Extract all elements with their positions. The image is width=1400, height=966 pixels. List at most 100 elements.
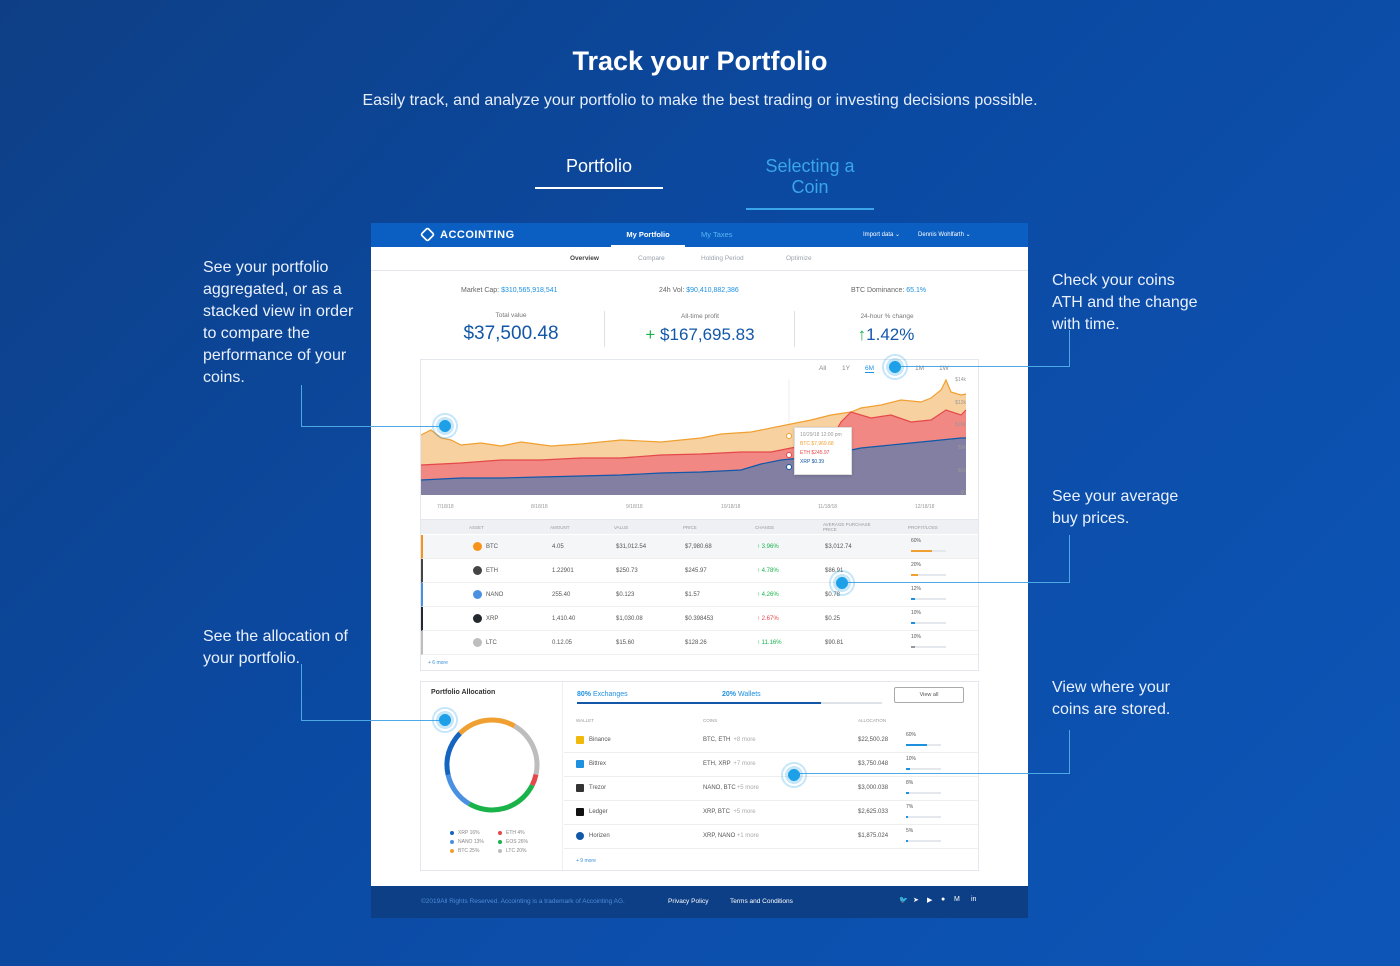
arrow-up-icon: ↑ (857, 325, 867, 344)
tab-selecting-a-coin[interactable]: Selecting a Coin (746, 156, 874, 210)
wallet-pct: 5% (906, 828, 914, 834)
reddit-icon[interactable]: ● (941, 896, 946, 903)
col-profit-loss: PROFIT/LOSS (908, 525, 938, 530)
divider (794, 311, 795, 347)
x-tick: 10/18/18 (721, 504, 741, 510)
hotspot-dot[interactable] (429, 410, 461, 442)
table-row[interactable]: XRP 1,410.40 $1,030.08 $0.398453 ↑ 2.67%… (421, 607, 978, 631)
subnav-compare[interactable]: Compare (638, 255, 665, 262)
allocation-card: Portfolio Allocation XRP 16% ETH 4% NANO 1… (420, 681, 979, 871)
brand-name: ACCOINTING (440, 228, 515, 241)
hotspot-dot[interactable] (879, 351, 911, 383)
telegram-icon[interactable]: ➤ (913, 897, 919, 904)
wallet-row[interactable]: Ledger XRP, BTC +5 more $2,625.033 7% (564, 801, 978, 825)
user-name: Dennis Wohlfarth (918, 232, 964, 238)
terms-link[interactable]: Terms and Conditions (730, 898, 793, 905)
asset-price: $0.398453 (685, 616, 714, 622)
import-data-menu[interactable]: Import data ⌄ (863, 223, 900, 247)
wallet-row[interactable]: Trezor NANO, BTC +5 more $3,000.038 8% (564, 777, 978, 801)
table-row[interactable]: ETH 1.22901 $250.73 $245.97 ↑ 4.78% $86.… (421, 559, 978, 583)
24h-change-label: 24-hour % change (860, 313, 914, 320)
user-menu[interactable]: Dennis Wohlfarth ⌄ (918, 223, 971, 247)
asset-amount: 1,410.40 (552, 616, 576, 622)
table-row[interactable]: BTC 4.05 $31,012.54 $7,980.68 ↑ 3.96% $3… (421, 535, 978, 559)
wallet-allocation: $3,000.038 (858, 785, 889, 791)
linkedin-icon[interactable]: in (971, 896, 977, 903)
wallet-pct-bar (906, 816, 941, 818)
tab-wallets[interactable]: 20% Wallets (722, 691, 761, 698)
legend-swatch (450, 848, 454, 853)
table-row[interactable]: LTC 0.12.05 $15.60 $128.26 ↑ 11.16% $90.… (421, 631, 978, 655)
volume-stat: 24h Vol: $90,410,882,386 (659, 287, 739, 294)
subnav-holding-period[interactable]: Holding Period (701, 255, 744, 262)
wallet-row[interactable]: Binance BTC, ETH +8 more $22,500.28 60% (564, 729, 978, 753)
wallet-row[interactable]: Horizen XRP, NANO +1 more $1,875.024 5% (564, 825, 978, 849)
more-assets-link[interactable]: + 6 more (428, 660, 448, 666)
range-6m[interactable]: 6M (865, 365, 875, 373)
subnav-optimize[interactable]: Optimize (786, 255, 812, 262)
wallet-pct: 10% (906, 756, 917, 762)
hotspot-dot[interactable] (429, 704, 461, 736)
medium-icon[interactable]: M (954, 896, 960, 903)
asset-name: XRP (486, 616, 499, 622)
wallet-more-coins[interactable]: +8 more (733, 737, 756, 743)
holdings-table: ASSET AMOUNT VALUE PRICE CHANGE AVERAGE … (420, 519, 979, 671)
coin-icon (473, 590, 482, 599)
portfolio-chart[interactable]: All 1Y 6M 3M 1M 1W 10/29/18 12:00 pm BTC… (420, 359, 979, 521)
wallet-more-coins[interactable]: +5 more (736, 785, 759, 791)
profit-loss-fill (911, 622, 915, 624)
total-value: $37,500.48 (416, 323, 606, 345)
wallet-pct: 7% (906, 804, 914, 810)
asset-price: $1.57 (685, 592, 701, 598)
donut-segment (444, 717, 540, 813)
24h-change: ↑1.42% (791, 325, 981, 345)
wallet-row[interactable]: Bittrex ETH, XRP +7 more $3,750.048 10% (564, 753, 978, 777)
range-1w[interactable]: 1W (939, 365, 949, 372)
range-all[interactable]: All (819, 365, 827, 372)
youtube-icon[interactable]: ▶ (927, 897, 933, 904)
copyright: ©2019All Rights Reserved. Accointing is … (421, 898, 625, 905)
nav-my-taxes[interactable]: My Taxes (701, 230, 733, 239)
col-coins: COINS (703, 718, 718, 723)
profit-loss-fill (911, 598, 916, 600)
hero-subtitle: Easily track, and analyze your portfolio… (362, 92, 1038, 109)
change-value: 4.78% (761, 568, 779, 574)
range-1y[interactable]: 1Y (842, 365, 850, 372)
wallet-more-coins[interactable]: +1 more (736, 833, 759, 839)
asset-name: ETH (486, 568, 498, 574)
x-tick: 7/18/18 (437, 504, 454, 510)
coin-icon (473, 566, 482, 575)
wallet-coins: ETH, XRP (703, 761, 731, 767)
range-1m[interactable]: 1M (915, 365, 925, 372)
tab-portfolio[interactable]: Portfolio (535, 156, 663, 189)
ledger-icon (576, 808, 584, 816)
x-tick: 9/18/18 (626, 504, 643, 510)
asset-price: $7,980.68 (685, 544, 712, 550)
connector-line (301, 426, 446, 427)
tab-exchanges[interactable]: 80% Exchanges (577, 691, 628, 698)
hotspot-dot[interactable] (778, 759, 810, 791)
subnav-overview[interactable]: Overview (570, 255, 599, 262)
wallet-name: Ledger (589, 809, 608, 815)
asset-change: ↑ 4.78% (757, 568, 779, 574)
wallets-label: Wallets (737, 691, 761, 698)
more-wallets-link[interactable]: + 9 more (576, 858, 596, 864)
wallet-more-coins[interactable]: +5 more (733, 809, 756, 815)
privacy-link[interactable]: Privacy Policy (668, 898, 709, 905)
avg-purchase-price: $90.81 (825, 640, 844, 646)
y-tick: $0 (960, 490, 966, 496)
twitter-icon[interactable]: 🐦 (899, 897, 908, 904)
profit-loss-bar (911, 622, 946, 624)
wallet-pct-bar (906, 792, 941, 794)
brand-logo[interactable]: ACCOINTING (419, 226, 515, 243)
wallet-coins: XRP, NANO (703, 833, 736, 839)
hotspot-dot[interactable] (826, 567, 858, 599)
col-avg-price: AVERAGE PURCHASE PRICE (823, 522, 871, 532)
trezor-icon (576, 784, 584, 792)
view-all-button[interactable]: View all (894, 687, 964, 703)
nav-my-portfolio[interactable]: My Portfolio (611, 223, 685, 247)
wallet-more-coins[interactable]: +7 more (733, 761, 756, 767)
table-row[interactable]: NANO 255.40 $0.123 $1.57 ↑ 4.26% $0.78 1… (421, 583, 978, 607)
legend-label: LTC 20% (506, 848, 527, 854)
market-cap-label: Market Cap: (461, 287, 500, 294)
